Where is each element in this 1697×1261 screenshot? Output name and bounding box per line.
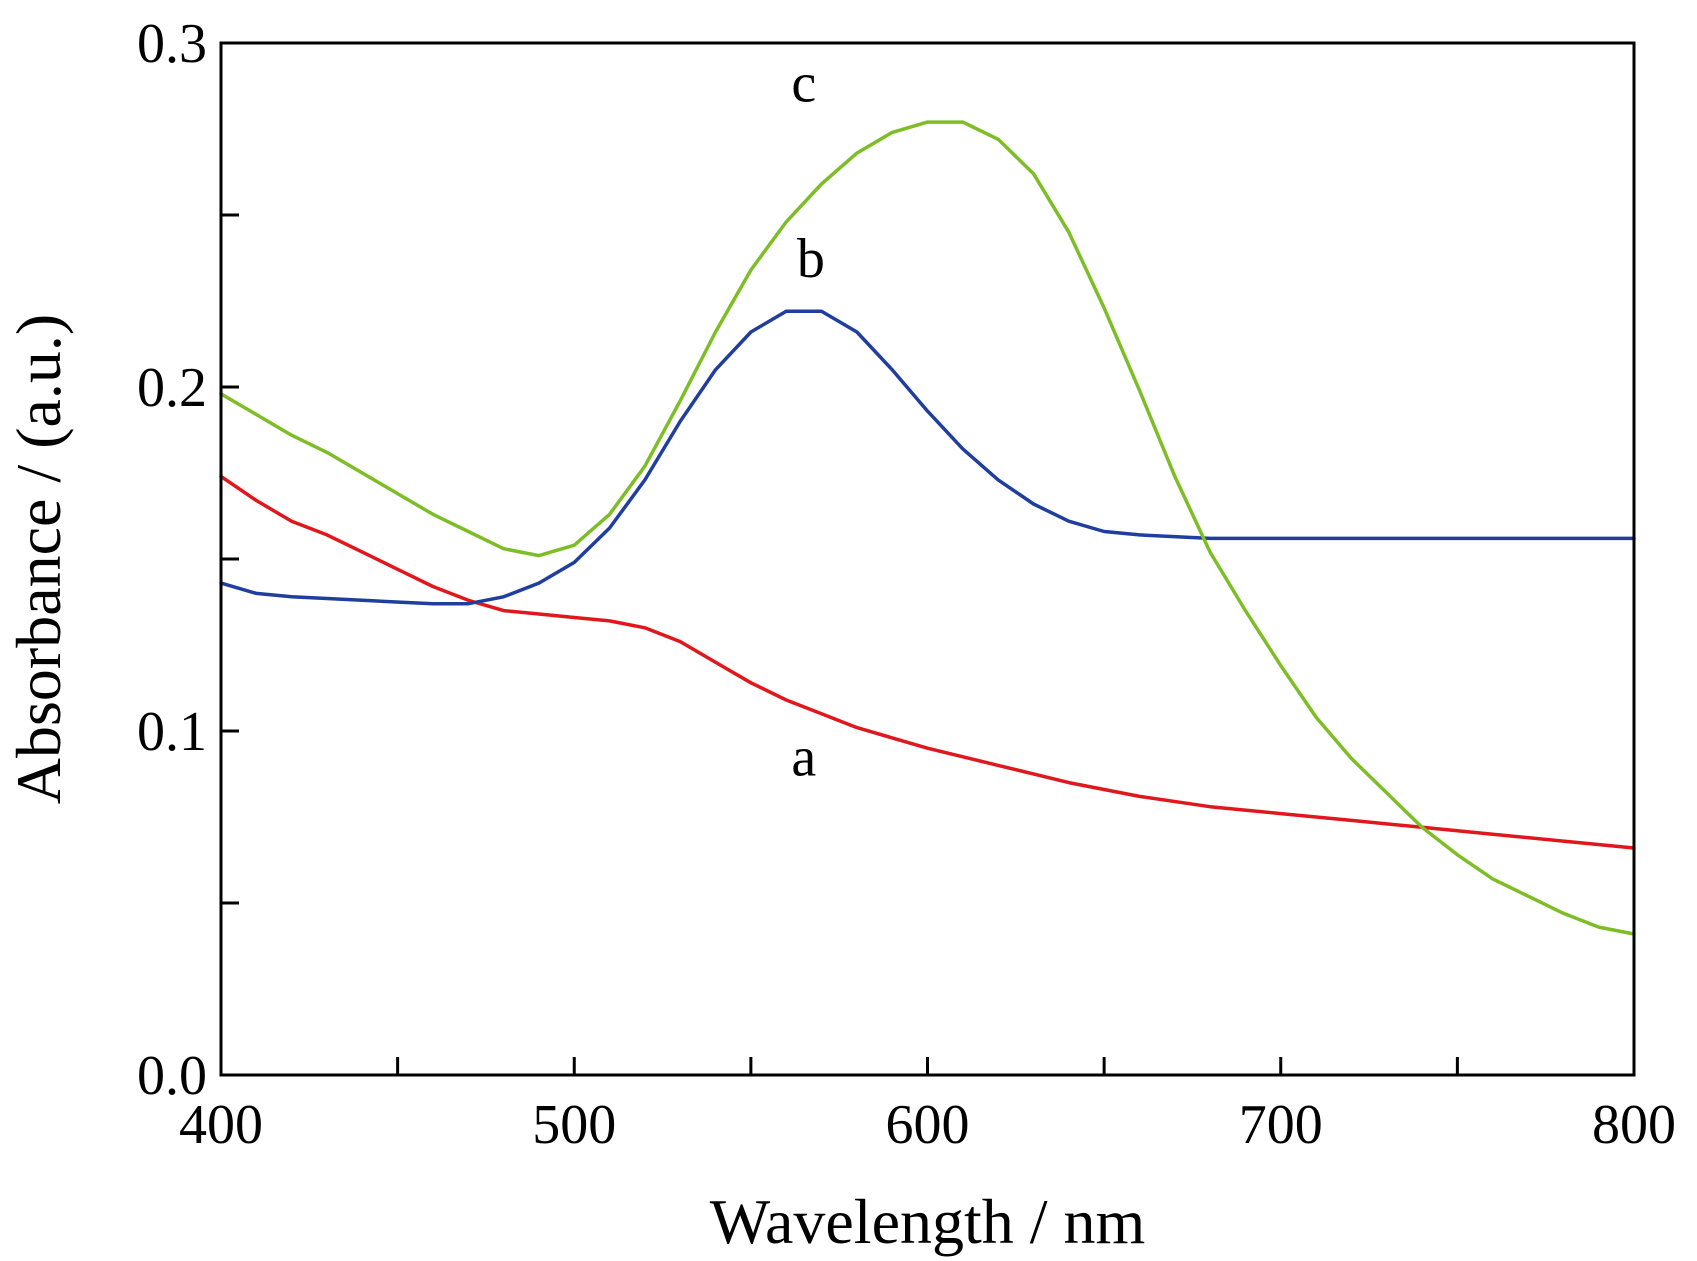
x-tick-label: 400 <box>179 1094 263 1156</box>
y-tick-label: 0.1 <box>137 701 207 763</box>
x-tick-label: 800 <box>1592 1094 1676 1156</box>
labels-layer: 400 500 600 700 800 0.0 0.1 0.2 0.3 a b c <box>137 13 1676 1156</box>
curves-layer <box>219 120 1636 936</box>
y-tick-label: 0.3 <box>137 13 207 75</box>
x-axis-title: Wavelength / nm <box>710 1186 1146 1257</box>
y-tick-label: 0.2 <box>137 357 207 419</box>
x-tick-label: 500 <box>532 1094 616 1156</box>
y-tick-label: 0.0 <box>137 1045 207 1107</box>
x-tick-label: 600 <box>886 1094 970 1156</box>
y-axis-title: Absorbance / (a.u.) <box>3 314 74 804</box>
series-label-b: b <box>797 228 825 290</box>
series-line-c <box>219 120 1636 936</box>
series-line-a <box>219 474 1636 850</box>
series-label-a: a <box>791 727 816 789</box>
ticks-layer <box>219 41 1636 1077</box>
plot-frame <box>219 41 1636 1077</box>
series-label-c: c <box>791 52 816 114</box>
x-tick-label: 700 <box>1239 1094 1323 1156</box>
series-line-b <box>219 309 1636 606</box>
